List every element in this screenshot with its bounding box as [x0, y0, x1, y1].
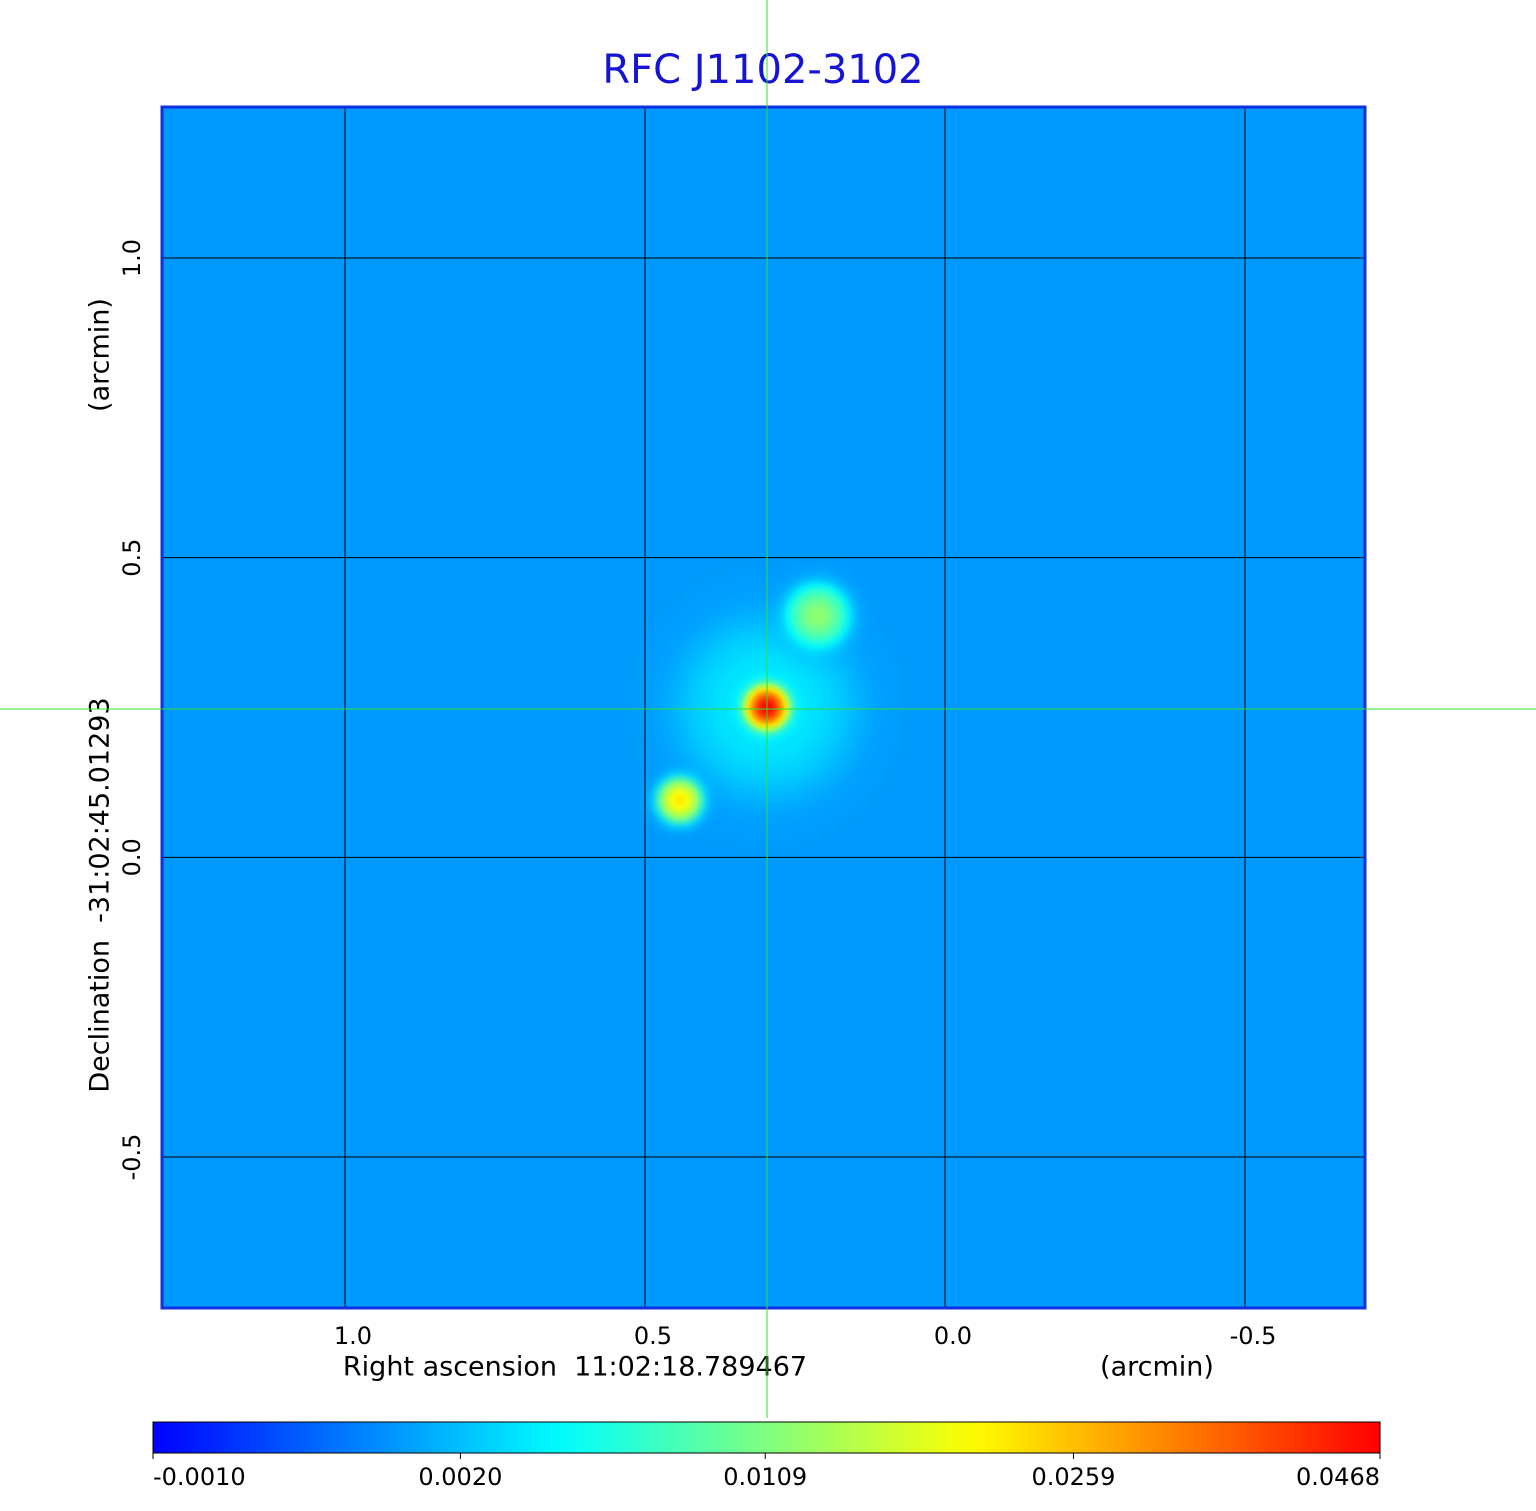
chart-title: RFC J1102-3102	[602, 47, 923, 93]
plot-area	[162, 107, 1365, 1308]
y-tick-label: -0.5	[118, 1134, 146, 1181]
x-tick-label: 0.5	[634, 1322, 672, 1350]
y-tick-label: 0.0	[118, 838, 146, 876]
y-tick-label: 0.5	[118, 539, 146, 577]
y-axis-label: Declination -31:02:45.01293	[85, 697, 116, 1092]
y-tick-label: 1.0	[118, 239, 146, 277]
colorbar	[152, 1421, 1381, 1454]
colorbar-tick-label: 0.0259	[1031, 1463, 1115, 1491]
x-axis-unit: (arcmin)	[1100, 1352, 1214, 1383]
x-tick-label: 1.0	[334, 1322, 372, 1350]
source	[754, 552, 881, 679]
x-tick-label: 0.0	[934, 1322, 972, 1350]
y-axis-unit: (arcmin)	[85, 298, 116, 412]
x-axis-label: Right ascension 11:02:18.789467	[343, 1352, 807, 1383]
plot-frame	[160, 105, 1367, 1310]
colorbar-tick-label: 0.0109	[723, 1463, 807, 1491]
colorbar-tick-label: 0.0468	[1296, 1463, 1380, 1491]
colorbar-tick-label: 0.0020	[418, 1463, 502, 1491]
colorbar-tick-label: -0.0010	[153, 1463, 246, 1491]
source	[634, 755, 725, 846]
x-tick-label: -0.5	[1230, 1322, 1277, 1350]
